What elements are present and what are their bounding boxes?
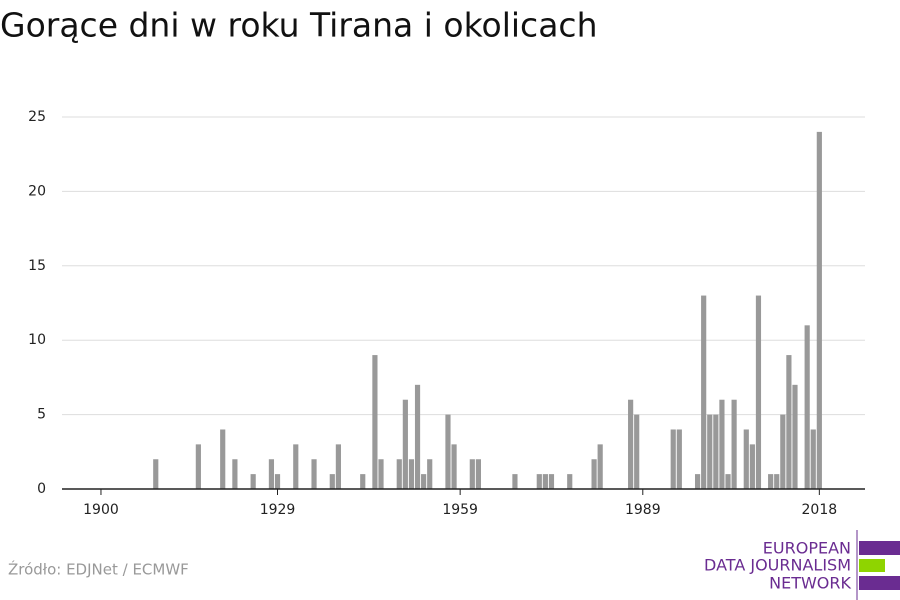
bar — [408, 459, 415, 489]
x-tick-label: 1929 — [260, 502, 296, 518]
bar — [816, 131, 822, 489]
bar — [360, 474, 366, 489]
bar — [421, 474, 427, 489]
bar — [372, 355, 378, 489]
bar — [755, 295, 762, 489]
bar — [628, 399, 634, 489]
x-tick-label: 1900 — [83, 502, 119, 518]
y-tick-label: 0 — [37, 481, 46, 497]
bar — [743, 429, 749, 489]
bar — [274, 474, 281, 489]
logo-bar — [859, 541, 900, 555]
bar — [512, 474, 518, 489]
y-tick-label: 20 — [28, 183, 46, 199]
bar — [810, 429, 816, 489]
bar — [536, 474, 542, 489]
bar — [597, 444, 603, 489]
bar — [268, 459, 275, 489]
chart-title: Gorące dni w roku Tirana i okolicach — [0, 6, 597, 45]
bar — [707, 414, 713, 489]
bar — [402, 399, 408, 489]
bar — [780, 414, 786, 489]
bar — [548, 474, 555, 489]
y-tick-label: 10 — [28, 332, 46, 348]
logo: EUROPEAN DATA JOURNALISM NETWORK — [704, 530, 900, 600]
bar — [634, 414, 640, 489]
bar — [329, 474, 335, 489]
logo-text: EUROPEAN — [763, 539, 851, 558]
bar — [701, 295, 707, 489]
bar — [293, 444, 299, 489]
bar — [804, 325, 810, 489]
bar — [694, 474, 701, 489]
bar — [713, 414, 719, 489]
bar — [774, 474, 780, 489]
bar — [749, 444, 755, 489]
bar — [591, 459, 597, 489]
bar — [414, 384, 421, 489]
x-tick-label: 1959 — [442, 502, 478, 518]
bar — [232, 459, 238, 489]
logo-text: DATA JOURNALISM — [704, 556, 851, 575]
bar — [786, 355, 792, 489]
bar — [427, 459, 433, 489]
bar — [719, 399, 725, 489]
bar — [153, 459, 159, 489]
logo-bar — [859, 559, 885, 572]
y-tick-label: 25 — [28, 109, 46, 125]
bar — [670, 429, 676, 489]
bar — [335, 444, 341, 489]
bar — [220, 429, 226, 489]
bar — [378, 459, 384, 489]
bar — [311, 459, 317, 489]
bar — [396, 459, 402, 489]
logo-bar — [859, 576, 900, 590]
bar — [542, 474, 548, 489]
logo-text: NETWORK — [769, 574, 851, 593]
bar — [768, 474, 774, 489]
bar — [195, 444, 201, 489]
bar — [451, 444, 457, 489]
bar — [469, 459, 475, 489]
bar — [567, 474, 573, 489]
bar — [676, 429, 682, 489]
x-tick-label: 1989 — [625, 502, 661, 518]
x-tick-label: 2018 — [802, 502, 838, 518]
bar — [445, 414, 451, 489]
bar — [725, 474, 731, 489]
source: Źródło: EDJNet / ECMWF — [8, 560, 189, 579]
bar — [250, 474, 256, 489]
y-tick-label: 15 — [28, 258, 46, 274]
y-tick-label: 5 — [37, 407, 46, 423]
bar — [792, 384, 798, 489]
bar — [731, 399, 737, 489]
bar — [475, 459, 482, 489]
